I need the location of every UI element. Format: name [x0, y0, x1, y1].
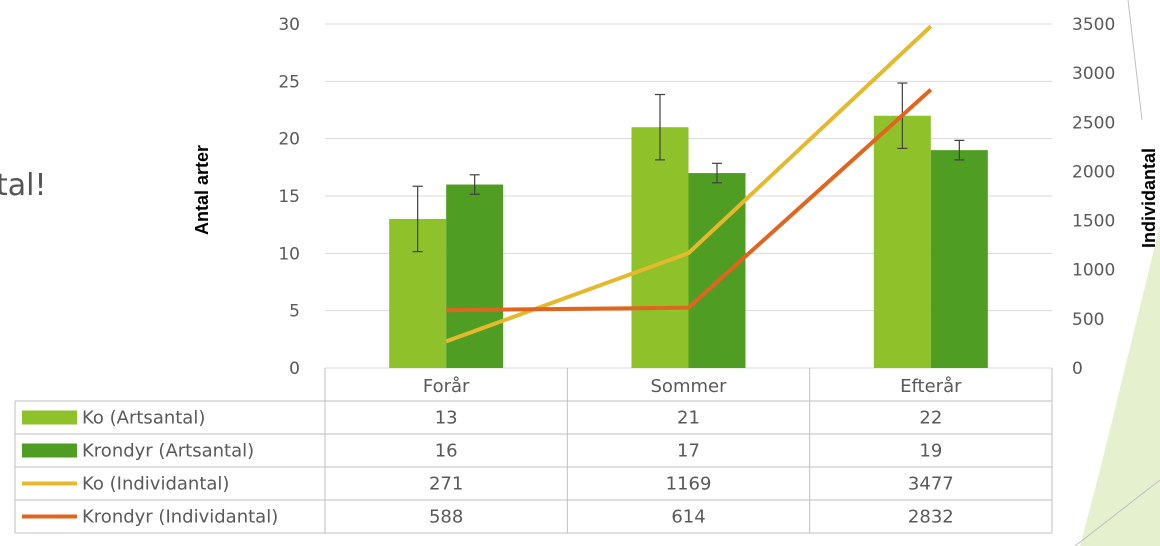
decor-line [1074, 479, 1160, 546]
table-cell: 16 [435, 441, 458, 462]
y-tick-label: 15 [278, 187, 300, 207]
slide-decoration [1074, 0, 1160, 546]
y2-axis-title: Individantal [1139, 148, 1159, 248]
legend-key-bar [22, 443, 77, 458]
decor-line [1127, 0, 1143, 121]
y2-tick-label: 2000 [1072, 162, 1115, 182]
line-ko-individantal [445, 24, 933, 344]
y2-tick-label: 500 [1072, 310, 1104, 330]
y-tick-label: 5 [289, 302, 300, 322]
bar-krondyr-artsantal [688, 173, 746, 368]
legend-label: Ko (Artsantal) [82, 408, 205, 429]
category-label: Forår [423, 376, 470, 397]
y-tick-label: 20 [278, 130, 300, 150]
y-axis-title: Antal arter [192, 145, 212, 235]
table-cell: 614 [671, 507, 705, 528]
legend-label: Krondyr (Artsantal) [82, 441, 254, 462]
y2-tick-label: 2500 [1072, 113, 1115, 133]
table-cell: 19 [919, 441, 942, 462]
y-tick-label: 0 [289, 359, 300, 379]
bar-ko-artsantal [873, 115, 931, 368]
legend-label: Krondyr (Individantal) [82, 507, 278, 528]
table-cell: 13 [435, 408, 458, 429]
y-tick-label: 30 [278, 15, 300, 35]
legend-label: Ko (Individantal) [82, 474, 229, 495]
y2-tick-label: 3500 [1072, 15, 1115, 35]
axis-ticks: 0 5 10 15 20 25 30 0 500 1000 1500 2000 2500 3000 3500 [278, 15, 1115, 379]
table-cell: 3477 [908, 474, 954, 495]
error-bars [412, 82, 965, 253]
table-cell: 17 [677, 441, 700, 462]
lines [445, 24, 933, 344]
table-cell: 271 [429, 474, 463, 495]
table-cell: 1169 [666, 474, 712, 495]
y2-tick-label: 3000 [1072, 64, 1115, 84]
y2-tick-label: 1000 [1072, 261, 1115, 281]
y2-tick-label: 1500 [1072, 212, 1115, 232]
decor-triangle [1080, 225, 1160, 546]
slide-text-fragment: tal! [0, 168, 47, 203]
table-cell: 21 [677, 408, 700, 429]
category-label: Sommer [651, 376, 728, 397]
table-cell: 22 [919, 408, 942, 429]
y2-tick-label: 0 [1072, 359, 1083, 379]
table-cell: 588 [429, 507, 463, 528]
category-label: Efterår [900, 376, 962, 397]
bar-ko-artsantal [631, 127, 689, 368]
bar-krondyr-artsantal [446, 184, 504, 368]
data-table: Forår Sommer Efterår Ko (Artsantal) 13 21 22 Kr… [14, 368, 1053, 534]
bar-krondyr-artsantal [930, 150, 988, 368]
table-cell: 2832 [908, 507, 954, 528]
y-tick-label: 10 [278, 244, 300, 264]
line-krondyr-individantal [446, 88, 933, 313]
y-tick-label: 25 [278, 72, 300, 92]
legend-key-bar [22, 410, 77, 425]
